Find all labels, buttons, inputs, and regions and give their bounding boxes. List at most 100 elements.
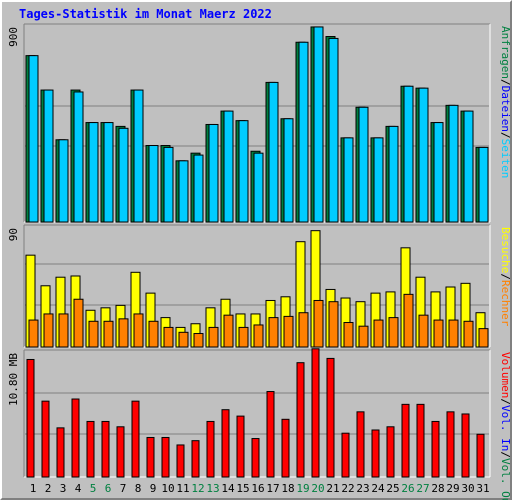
x-tick-label-31: 31 — [476, 482, 489, 495]
legend-entry: / — [499, 451, 512, 458]
bar-rechner-17 — [268, 317, 279, 348]
bar-dateien-18 — [283, 118, 294, 223]
bar-rechner-30 — [463, 320, 474, 348]
bar-rechner-28 — [433, 319, 444, 348]
bar-dateien-29 — [448, 104, 459, 223]
bar-volumen-31 — [476, 433, 485, 478]
x-tick-label-26: 26 — [401, 482, 414, 495]
bar-volumen-20 — [311, 348, 320, 478]
x-tick-label-23: 23 — [356, 482, 369, 495]
bar-dateien-11 — [178, 160, 189, 223]
bar-dateien-23 — [358, 106, 369, 223]
bar-volumen-4 — [71, 398, 80, 478]
bar-volumen-19 — [296, 362, 305, 478]
x-tick-label-14: 14 — [221, 482, 235, 495]
legend-entry: / — [499, 132, 512, 139]
bar-dateien-9 — [148, 145, 159, 223]
bar-volumen-22 — [341, 432, 350, 478]
bar-rechner-13 — [208, 326, 219, 348]
x-tick-label-3: 3 — [60, 482, 67, 495]
bar-rechner-23 — [358, 325, 369, 348]
bar-volumen-5 — [86, 420, 95, 478]
x-tick-label-12: 12 — [191, 482, 204, 495]
bar-dateien-1 — [28, 55, 39, 223]
bar-dateien-12 — [193, 154, 204, 223]
x-tick-label-10: 10 — [161, 482, 174, 495]
legend-entry: Dateien — [499, 86, 512, 132]
bar-dateien-20 — [313, 26, 324, 223]
legend-entry: Anfragen — [499, 26, 512, 79]
bar-volumen-9 — [146, 436, 155, 478]
x-tick-label-15: 15 — [236, 482, 249, 495]
bar-rechner-10 — [163, 326, 174, 348]
bar-rechner-11 — [178, 331, 189, 348]
bar-dateien-2 — [43, 89, 54, 223]
legend-middle: Besuche/Rechner — [499, 227, 512, 327]
chart-title: Tages-Statistik im Monat Maerz 2022 — [19, 7, 272, 21]
x-tick-label-30: 30 — [461, 482, 474, 495]
bar-volumen-2 — [41, 400, 50, 478]
legend-entry: Besuche — [499, 227, 512, 273]
x-tick-label-18: 18 — [281, 482, 294, 495]
bar-dateien-7 — [118, 127, 129, 223]
bar-volumen-15 — [236, 415, 245, 478]
bar-rechner-31 — [478, 328, 489, 348]
x-tick-label-13: 13 — [206, 482, 219, 495]
bar-volumen-16 — [251, 438, 260, 478]
bar-rechner-4 — [73, 298, 84, 348]
bar-dateien-26 — [403, 85, 414, 223]
legend-entry: / — [499, 79, 512, 86]
bar-dateien-6 — [103, 122, 114, 223]
bar-rechner-29 — [448, 319, 459, 348]
bar-volumen-29 — [446, 411, 455, 478]
bar-dateien-5 — [88, 122, 99, 223]
bar-dateien-19 — [298, 41, 309, 223]
bar-rechner-20 — [313, 299, 324, 348]
x-tick-label-28: 28 — [431, 482, 444, 495]
bar-dateien-21 — [328, 37, 339, 223]
bar-dateien-30 — [463, 110, 474, 223]
bar-dateien-10 — [163, 146, 174, 223]
bar-volumen-13 — [206, 420, 215, 478]
x-tick-label-29: 29 — [446, 482, 459, 495]
bar-rechner-22 — [343, 322, 354, 348]
bar-volumen-24 — [371, 429, 380, 478]
bar-dateien-15 — [238, 120, 249, 223]
x-tick-label-11: 11 — [176, 482, 189, 495]
bar-volumen-3 — [56, 427, 65, 478]
legend-entry: Seiten — [499, 139, 512, 179]
bar-rechner-19 — [298, 312, 309, 348]
legend-bottom: Volumen/Vol. In/Vol. Out — [499, 352, 512, 500]
bar-dateien-31 — [478, 146, 489, 223]
bar-rechner-27 — [418, 314, 429, 348]
bar-volumen-27 — [416, 403, 425, 478]
bar-dateien-17 — [268, 81, 279, 223]
legend-top: Anfragen/Dateien/Seiten — [499, 26, 512, 178]
x-tick-label-2: 2 — [45, 482, 52, 495]
bar-volumen-12 — [191, 440, 200, 478]
bar-dateien-24 — [373, 137, 384, 223]
x-tick-label-27: 27 — [416, 482, 429, 495]
y-axis-label: 900 — [7, 27, 20, 47]
legend-entry: / — [499, 398, 512, 405]
bar-volumen-1 — [26, 358, 35, 478]
bar-rechner-6 — [103, 320, 114, 348]
bar-volumen-11 — [176, 444, 185, 478]
panel-middle: 90 Besuche/Rechner — [7, 224, 512, 348]
bar-volumen-25 — [386, 426, 395, 478]
bar-rechner-26 — [403, 293, 414, 348]
panel-bottom: 10.80 MB Volumen/Vol. In/Vol. Out — [7, 348, 512, 500]
bar-rechner-1 — [28, 319, 39, 348]
bar-dateien-25 — [388, 125, 399, 223]
x-tick-label-21: 21 — [326, 482, 339, 495]
bar-rechner-8 — [133, 313, 144, 348]
bar-rechner-25 — [388, 317, 399, 348]
bar-rechner-2 — [43, 313, 54, 348]
bar-rechner-5 — [88, 320, 99, 348]
bar-volumen-7 — [116, 426, 125, 478]
bar-volumen-26 — [401, 403, 410, 478]
legend-entry: Rechner — [499, 280, 512, 327]
x-tick-label-1: 1 — [30, 482, 37, 495]
bar-rechner-9 — [148, 320, 159, 348]
x-tick-label-9: 9 — [150, 482, 157, 495]
